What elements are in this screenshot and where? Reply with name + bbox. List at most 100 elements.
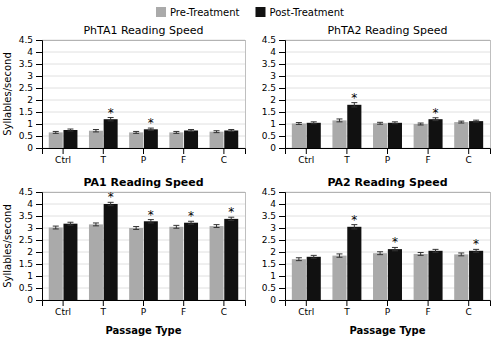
tick: 1 [27,271,42,281]
tick: 1.5 [262,107,285,117]
tick: 3.5 [262,211,285,221]
error-bar-cap [67,129,73,130]
tick-mark [36,88,42,89]
tick-mark [36,52,42,53]
tick-mark [279,124,285,125]
tick: 0.5 [262,283,285,293]
grid-line [42,124,245,125]
tick-label: F [426,307,431,317]
tick: T [343,300,350,317]
tick-mark [306,148,307,154]
error-bar-cap [458,255,464,256]
bar [347,227,361,300]
bar [49,132,63,148]
tick-label: Ctrl [298,155,314,165]
tick-label: 0.5 [19,131,33,141]
tick: 3 [27,71,42,81]
significance-marker: * [351,213,357,227]
error-bar-cap [133,131,139,132]
grid-line [42,100,245,101]
tick-label: P [385,155,391,165]
bar [184,223,198,300]
error-bar-cap [377,124,383,125]
error-bar [418,252,424,255]
bar [292,124,306,148]
grid-line [42,216,245,217]
tick: Ctrl [298,300,314,317]
frame-line [285,192,490,193]
tick-label: C [221,307,227,317]
tick: Ctrl [298,148,314,165]
tick-label: 4 [270,199,276,209]
tick-label: C [466,307,472,317]
error-bar [392,122,398,124]
x-axis: CtrlTPFC [286,148,491,165]
tick-mark [279,288,285,289]
error-bar [67,222,73,225]
series [49,223,224,300]
significance-marker: * [433,106,439,120]
grid-line [285,252,490,253]
tick-mark [36,264,42,265]
significance-marker: * [148,116,154,130]
tick: P [141,148,147,165]
frame-line [42,192,245,193]
bar [469,121,483,148]
tick-mark [279,100,285,101]
tick: 3 [27,223,42,233]
error-bar-cap [133,229,139,230]
tick-label: 3 [270,71,276,81]
series [307,225,483,300]
tick-label: 1 [270,271,276,281]
tick-label: T [100,155,107,165]
tick-label: P [141,307,147,317]
tick-label: 1 [27,271,33,281]
tick-mark [36,204,42,205]
error-bar-cap [392,121,398,122]
series [292,119,468,148]
error-bar-cap [173,133,179,134]
grid-line [42,40,245,41]
tick-label: F [426,155,431,165]
chart-title: PhTA1 Reading Speed [83,24,203,37]
y-axis-title: Syllables/second [2,52,13,135]
plot-area [49,118,238,148]
grid [285,192,490,300]
error-bar-cap [296,122,302,123]
tick: 0.5 [19,131,42,141]
significance-marker: * [392,235,398,249]
tick-label: T [343,307,350,317]
tick: 3.5 [19,59,42,69]
tick: 3.5 [19,211,42,221]
error-bar [173,225,179,228]
annotations: *** [351,213,479,252]
tick-label: 2 [270,95,276,105]
tick-label: 1.5 [262,259,276,269]
error-bar-cap [173,131,179,132]
grid-line [42,112,245,113]
error-bar [133,227,139,230]
bar [210,226,224,300]
error-bar-cap [214,224,220,225]
tick-label: Ctrl [55,307,71,317]
error-bar-cap [433,120,439,121]
tick-label: 2.5 [262,235,276,245]
tick-mark [428,148,429,154]
significance-marker: * [228,205,234,219]
tick-mark [103,148,104,154]
tick: 2 [27,95,42,105]
error-bar-cap [392,250,398,251]
tick-mark [36,112,42,113]
plot-area [292,225,483,300]
tick: C [221,300,227,317]
tick-mark [63,300,64,306]
error-bar [53,131,59,133]
bar [332,120,346,148]
error-bar-cap [148,222,154,223]
grid-line [285,112,490,113]
error-bar [214,131,220,133]
tick-mark [306,300,307,306]
bar [332,256,346,300]
error-bar-cap [473,122,479,123]
tick-label: 1.5 [19,107,33,117]
